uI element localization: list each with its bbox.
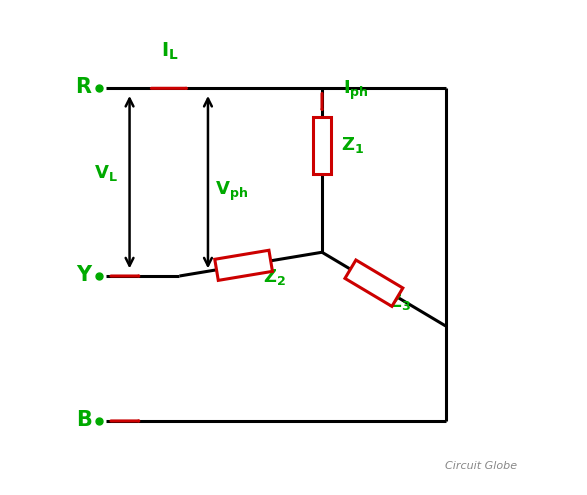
Text: R: R	[76, 77, 92, 98]
Bar	[345, 260, 403, 306]
Bar	[313, 117, 331, 174]
Text: $\mathbf{Z_3}$: $\mathbf{Z_3}$	[388, 292, 411, 312]
Bar	[215, 250, 272, 280]
Text: $\mathbf{V_{ph}}$: $\mathbf{V_{ph}}$	[215, 180, 248, 203]
Text: Y: Y	[76, 265, 92, 285]
Text: Circuit Globe: Circuit Globe	[445, 461, 517, 471]
Text: $\mathbf{V_L}$: $\mathbf{V_L}$	[94, 163, 117, 183]
Text: $\mathbf{I_L}$: $\mathbf{I_L}$	[161, 41, 179, 62]
Text: $\mathbf{Z_1}$: $\mathbf{Z_1}$	[341, 135, 364, 155]
Text: B: B	[76, 410, 92, 430]
Text: $\mathbf{Z_2}$: $\mathbf{Z_2}$	[262, 267, 286, 287]
Text: $\mathbf{I_{ph}}$: $\mathbf{I_{ph}}$	[343, 79, 369, 102]
